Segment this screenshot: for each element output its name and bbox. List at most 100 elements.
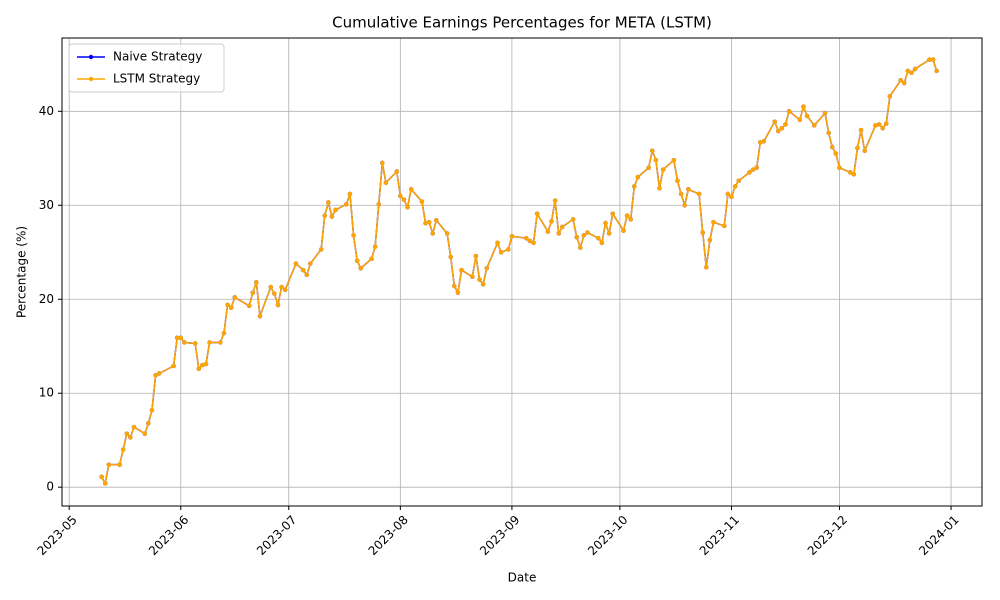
data-point (732, 184, 738, 189)
legend-label: Naive Strategy (113, 50, 202, 64)
y-axis-label: Percentage (%) (15, 226, 29, 318)
data-point (142, 431, 147, 436)
data-point (484, 266, 489, 271)
data-point (646, 165, 651, 170)
data-point (344, 202, 349, 207)
data-point (405, 204, 410, 210)
data-point (830, 144, 835, 150)
data-point (552, 198, 558, 203)
data-point (232, 295, 237, 300)
data-point (192, 341, 198, 346)
data-point (707, 237, 713, 243)
data-point (876, 122, 882, 127)
data-point (524, 235, 529, 241)
data-point (329, 214, 335, 219)
data-point (394, 169, 399, 174)
data-point (826, 130, 831, 136)
data-point (905, 68, 911, 74)
data-point (599, 240, 605, 246)
y-tick-label: 0 (46, 480, 54, 494)
data-point (257, 313, 263, 319)
data-point (434, 218, 439, 223)
data-point (786, 109, 792, 114)
data-point (549, 219, 554, 224)
data-point (426, 219, 432, 225)
data-point (704, 265, 709, 270)
data-point (880, 126, 885, 131)
data-point (736, 178, 741, 184)
data-point (326, 200, 331, 205)
data-point (408, 187, 414, 192)
data-point (383, 180, 389, 185)
data-point (459, 267, 464, 273)
data-point (585, 230, 590, 235)
data-point (761, 139, 767, 144)
data-point (304, 272, 309, 278)
legend-label: LSTM Strategy (113, 72, 200, 86)
data-point (279, 284, 284, 290)
y-tick-label: 40 (39, 104, 54, 118)
y-tick-label: 20 (39, 292, 54, 306)
data-point (560, 224, 565, 230)
data-point (318, 247, 324, 252)
data-point (624, 213, 630, 218)
data-point (606, 231, 612, 236)
data-point (837, 165, 842, 170)
data-point (182, 340, 187, 345)
data-point (480, 282, 486, 287)
data-point (635, 174, 641, 180)
data-point (898, 78, 903, 83)
data-point (430, 231, 435, 236)
data-point (678, 191, 684, 197)
data-point (308, 261, 313, 266)
data-point (657, 186, 662, 191)
data-point (203, 361, 209, 367)
data-point (822, 110, 828, 116)
data-point (124, 431, 129, 436)
data-point (722, 223, 727, 229)
data-point (833, 151, 839, 156)
data-point (700, 230, 705, 235)
data-point (106, 462, 111, 467)
data-point (783, 122, 788, 127)
data-point (628, 217, 633, 222)
data-point (174, 335, 180, 340)
data-point (207, 340, 212, 345)
data-point (498, 250, 504, 255)
data-point (228, 305, 234, 310)
data-point (801, 104, 806, 109)
data-point (596, 235, 601, 241)
data-point (419, 199, 425, 204)
data-point (545, 229, 551, 234)
series-line (100, 58, 938, 486)
data-point (534, 211, 540, 216)
data-point (930, 57, 936, 62)
data-point (196, 366, 201, 371)
data-point (574, 235, 579, 240)
data-point (246, 303, 252, 309)
data-point (902, 80, 907, 86)
data-point (621, 228, 626, 233)
data-point (282, 287, 288, 293)
data-point (934, 68, 939, 74)
data-point (725, 191, 731, 197)
data-point (128, 435, 133, 440)
data-point (178, 335, 183, 340)
data-point (117, 462, 122, 467)
data-point (556, 231, 561, 236)
data-point (671, 157, 677, 163)
data-point (448, 254, 453, 260)
data-point (99, 474, 104, 480)
data-point (380, 160, 385, 166)
data-point (156, 371, 162, 376)
data-point (858, 127, 864, 133)
data-point (804, 113, 810, 119)
data-point (146, 421, 151, 426)
data-point (660, 167, 666, 172)
data-point (225, 302, 230, 308)
data-point (884, 121, 889, 126)
data-point (347, 191, 353, 197)
data-point (909, 70, 914, 75)
